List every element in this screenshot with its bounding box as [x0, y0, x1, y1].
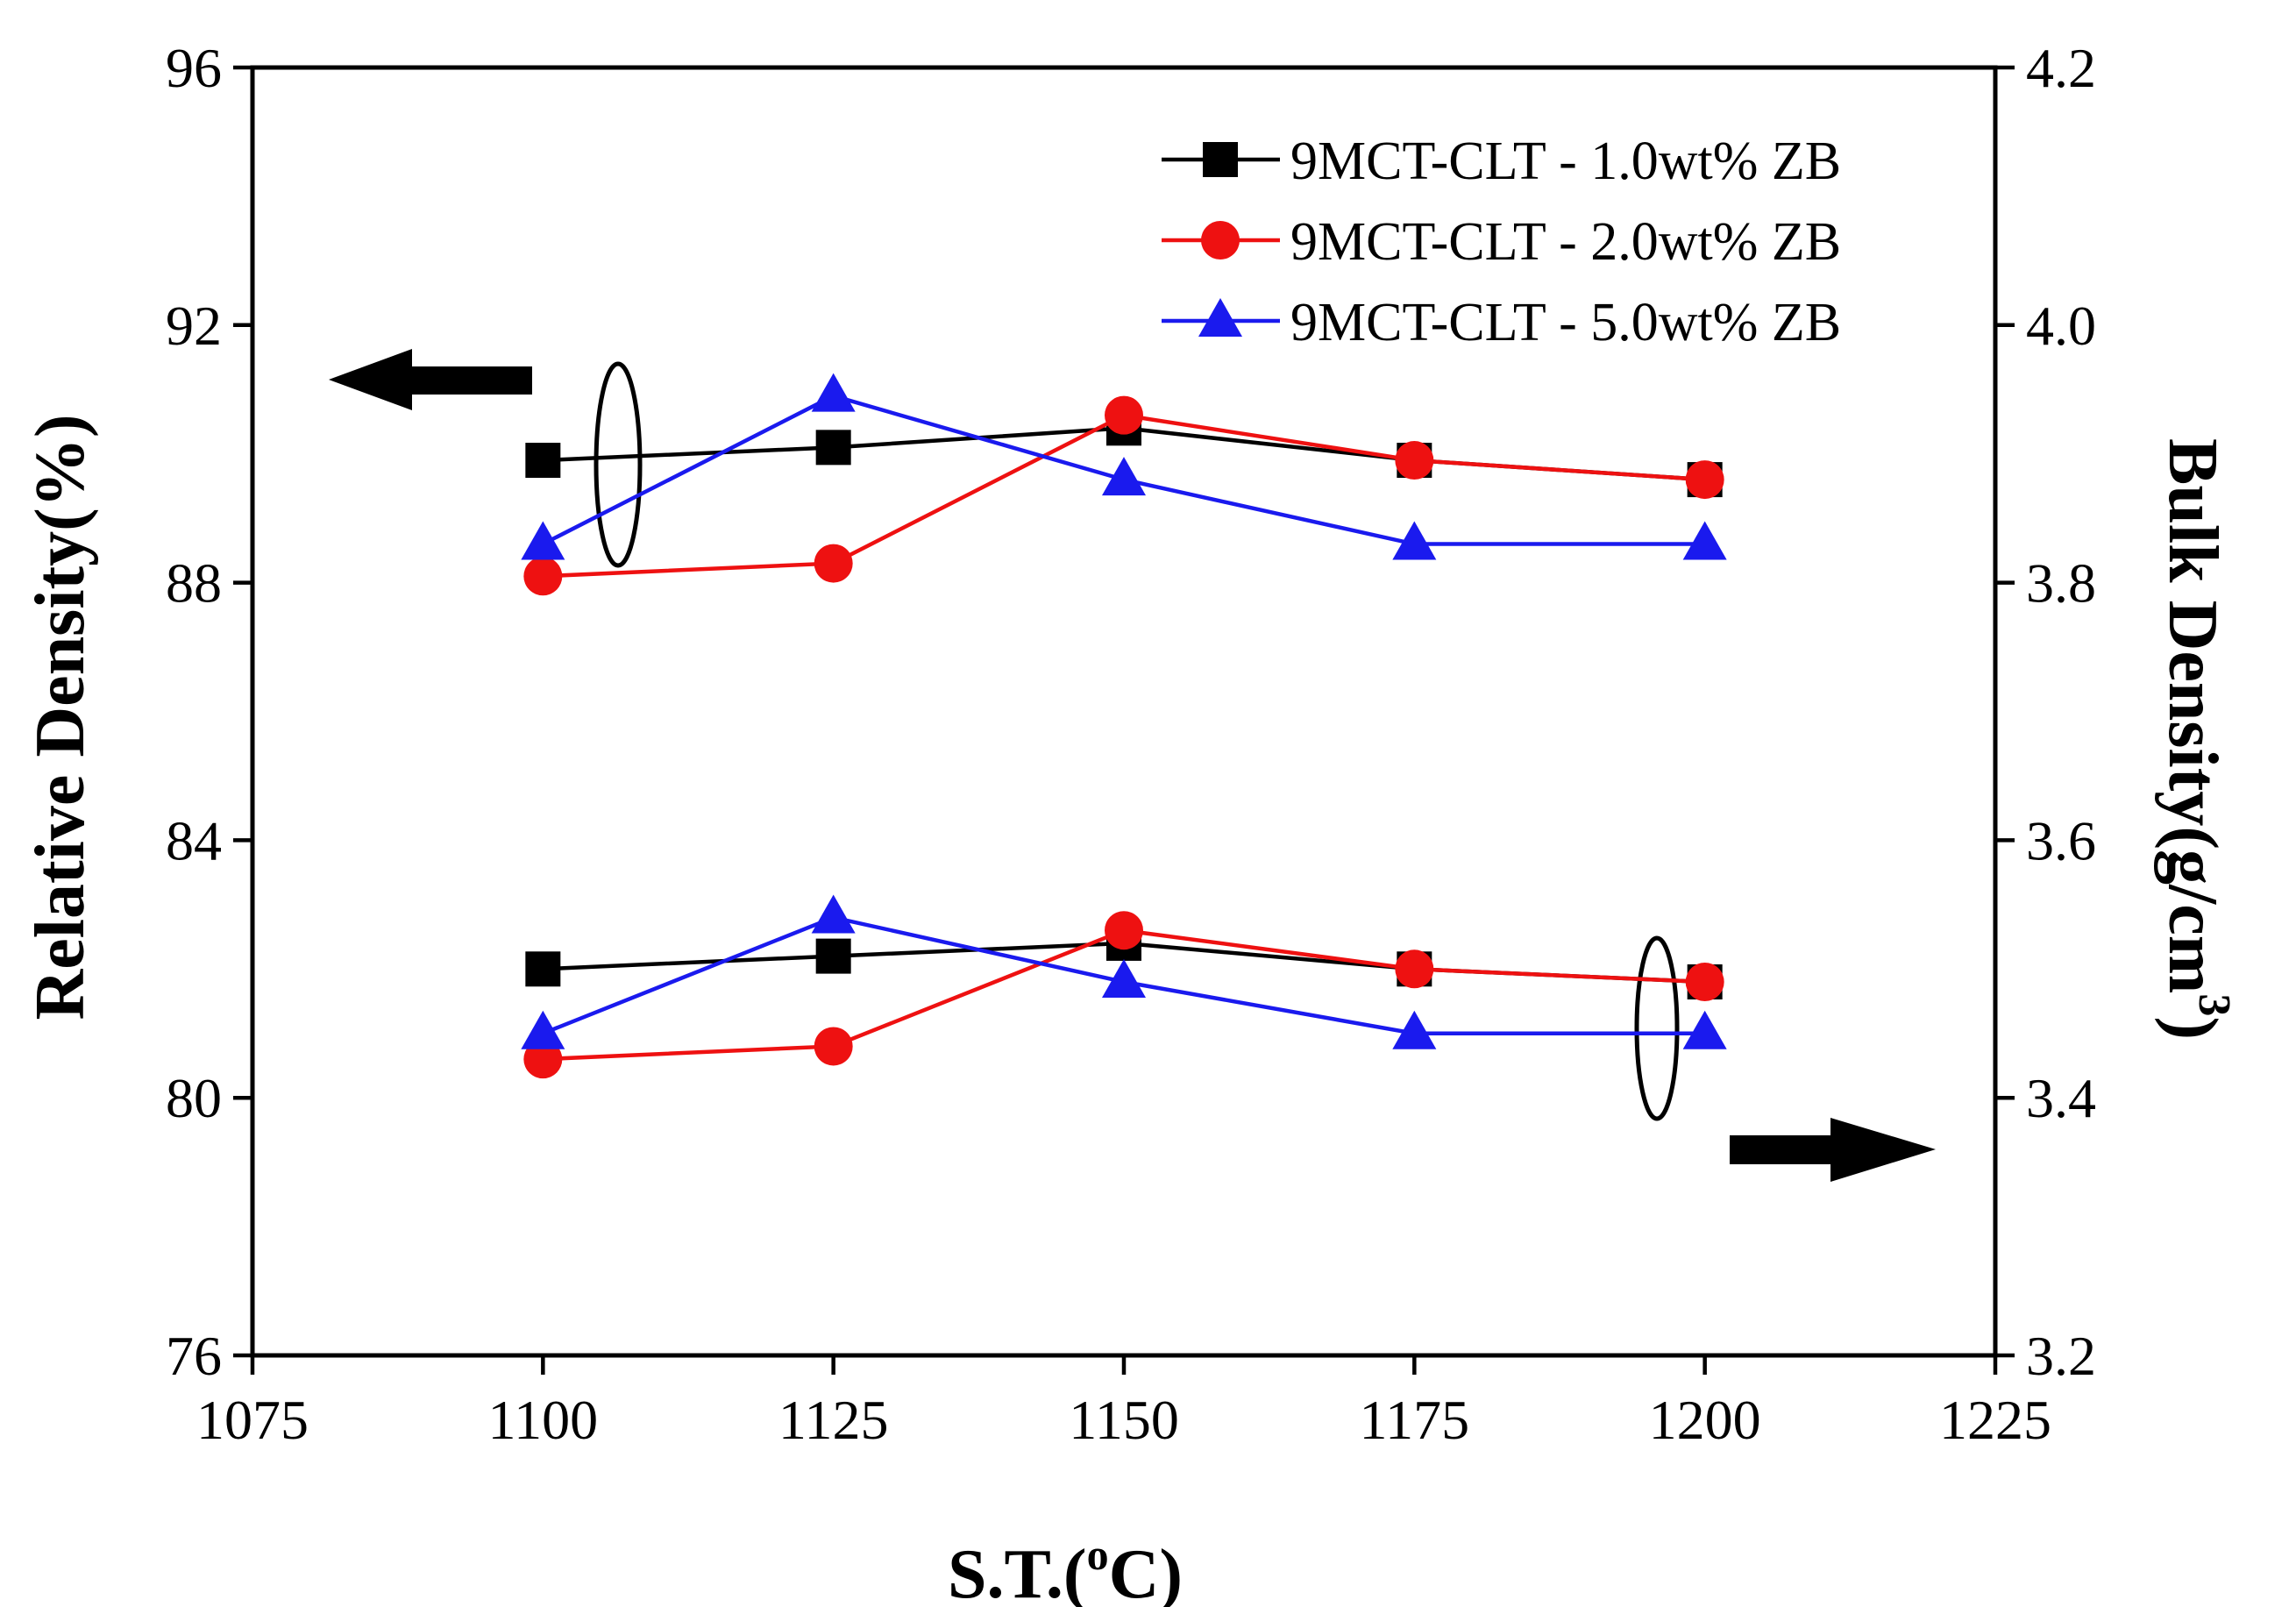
- legend-item: 9MCT-CLT - 2.0wt% ZB: [1162, 212, 1841, 272]
- data-point: [525, 443, 561, 479]
- data-point: [1682, 1010, 1727, 1049]
- data-point: [1685, 962, 1724, 1001]
- x-tick-label: 1100: [488, 1389, 599, 1451]
- series-5: [521, 894, 1727, 1049]
- legend-item: 9MCT-CLT - 5.0wt% ZB: [1162, 293, 1841, 352]
- left-y-tick-label: 88: [166, 552, 222, 615]
- left-y-tick-label: 76: [166, 1325, 222, 1387]
- right-y-tick-label: 3.4: [2026, 1067, 2096, 1129]
- data-point: [815, 430, 851, 466]
- data-point: [525, 951, 561, 987]
- left-y-axis-ticks: 76 80 84 88 92 96: [166, 37, 252, 1387]
- data-point: [815, 938, 851, 974]
- left-y-tick-label: 80: [166, 1067, 222, 1129]
- x-axis-ticks: 1075 1100 1125 1150 1175 1200 1225: [196, 1355, 2051, 1451]
- right-y-axis-ticks: 3.2 3.4 3.6 3.8 4.0 4.2: [1995, 37, 2096, 1387]
- legend-item: 9MCT-CLT - 1.0wt% ZB: [1162, 132, 1841, 191]
- left-y-tick-label: 92: [166, 295, 222, 357]
- data-point: [1395, 441, 1434, 480]
- data-point: [1105, 911, 1143, 950]
- data-point: [1392, 521, 1437, 560]
- series-4: [523, 911, 1724, 1079]
- data-point: [1395, 949, 1434, 989]
- x-tick-label: 1200: [1649, 1389, 1761, 1451]
- x-tick-label: 1150: [1069, 1389, 1179, 1451]
- data-point: [521, 1010, 565, 1049]
- x-tick-label: 1175: [1360, 1389, 1470, 1451]
- x-tick-label: 1125: [778, 1389, 889, 1451]
- left-y-tick-label: 84: [166, 809, 222, 871]
- data-point: [811, 373, 856, 412]
- right-y-tick-label: 4.2: [2026, 37, 2096, 99]
- left-y-axis-title: Relative Density(%): [22, 415, 99, 1020]
- left-group-ellipse: [594, 361, 643, 568]
- legend-marker: [1198, 298, 1242, 337]
- right-y-axis-title: Bulk Density(g/cm3): [2154, 438, 2239, 1040]
- data-point: [811, 894, 856, 934]
- data-point: [1102, 457, 1146, 496]
- legend-marker: [1203, 142, 1238, 177]
- data-point: [814, 1027, 853, 1066]
- legend-marker: [1201, 221, 1240, 260]
- right-y-tick-label: 3.6: [2026, 809, 2096, 871]
- left-arrow-icon: [329, 349, 532, 410]
- data-point: [1685, 460, 1724, 500]
- legend-label: 9MCT-CLT - 1.0wt% ZB: [1290, 132, 1841, 191]
- right-y-tick-label: 3.8: [2026, 552, 2096, 615]
- legend-label: 9MCT-CLT - 5.0wt% ZB: [1290, 293, 1841, 352]
- x-tick-label: 1225: [1939, 1389, 2051, 1451]
- x-axis-title: S.T.(oC): [948, 1530, 1183, 1607]
- right-arrow-icon: [1730, 1118, 1936, 1182]
- right-y-tick-label: 3.2: [2026, 1325, 2096, 1387]
- data-point: [523, 557, 563, 596]
- legend-label: 9MCT-CLT - 2.0wt% ZB: [1290, 212, 1841, 272]
- data-point: [523, 1040, 563, 1079]
- x-tick-label: 1075: [196, 1389, 309, 1451]
- series-2: [521, 373, 1727, 560]
- series-layer: [521, 373, 1727, 1079]
- legend: 9MCT-CLT - 1.0wt% ZB 9MCT-CLT - 2.0wt% ZB…: [1162, 132, 1841, 352]
- data-point: [1682, 521, 1727, 560]
- data-point: [814, 544, 853, 583]
- data-point: [1392, 1010, 1437, 1049]
- series-1: [523, 395, 1724, 596]
- data-point: [1105, 395, 1143, 435]
- right-group-ellipse: [1634, 935, 1680, 1121]
- left-y-tick-label: 96: [166, 37, 222, 99]
- data-point: [1102, 958, 1146, 998]
- data-point: [521, 521, 565, 560]
- right-y-tick-label: 4.0: [2026, 295, 2096, 357]
